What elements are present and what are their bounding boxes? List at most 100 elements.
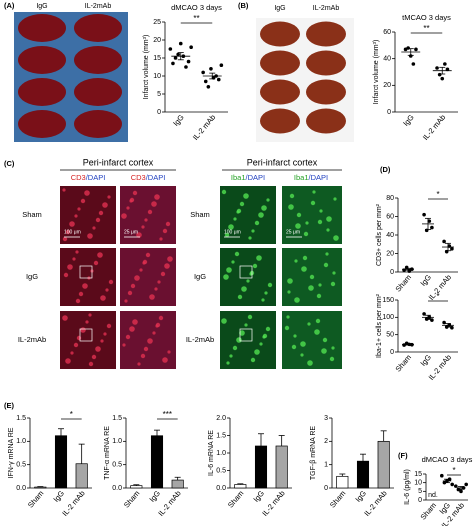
data-point xyxy=(206,85,211,89)
cell-speck xyxy=(288,204,294,210)
cell-speck xyxy=(261,205,267,211)
micrograph xyxy=(220,311,276,369)
cell-speck xyxy=(65,358,71,364)
column-header: Peri-infarct cortex xyxy=(247,157,318,167)
cell-speck xyxy=(325,252,329,256)
cell-speck xyxy=(247,314,253,320)
cell-speck xyxy=(254,220,260,226)
data-point xyxy=(422,312,426,316)
cell-speck xyxy=(88,361,94,367)
cell-speck xyxy=(308,285,314,291)
data-point xyxy=(411,62,416,66)
cell-speck xyxy=(65,229,71,235)
bar xyxy=(377,440,390,489)
x-tick-label: Sham xyxy=(122,489,141,510)
cell-speck xyxy=(221,318,227,324)
y-tick-label: 1.5 xyxy=(112,415,122,422)
y-tick-label: 0 xyxy=(324,485,328,492)
cell-speck xyxy=(126,206,130,210)
y-tick-label: 1.0 xyxy=(16,438,26,445)
cell-speck xyxy=(316,293,322,299)
cell-speck xyxy=(62,236,68,242)
y-tick-label: 15 xyxy=(153,55,161,62)
y-tick-label: 1.5 xyxy=(16,415,26,422)
cell-speck xyxy=(295,223,301,229)
y-tick-label: 10 xyxy=(153,73,161,80)
data-point xyxy=(168,47,173,51)
y-tick-label: 1.0 xyxy=(112,438,122,445)
cell-speck xyxy=(332,271,336,275)
cell-speck xyxy=(80,327,86,333)
cell-speck xyxy=(91,354,97,360)
y-axis-label: TGF-β mRNA RE xyxy=(310,426,317,481)
cell-speck xyxy=(264,291,268,295)
stain: /DAPI xyxy=(309,173,329,182)
cell-speck xyxy=(229,354,233,358)
brain-slice xyxy=(260,79,300,105)
y-tick-label: 0 xyxy=(157,109,161,116)
cell-speck xyxy=(162,228,168,234)
data-point xyxy=(406,46,410,50)
panel-label: (D) xyxy=(380,165,391,174)
cell-speck xyxy=(287,278,293,284)
y-tick-label: 20 xyxy=(153,37,161,44)
image-label: IL-2mAb xyxy=(85,3,112,10)
cell-speck xyxy=(144,218,148,222)
y-axis-label: TNF-α mRNA RE xyxy=(104,426,111,480)
cell-speck xyxy=(294,297,300,303)
cell-speck xyxy=(315,318,321,324)
marker: Iba1 xyxy=(231,173,246,182)
y-tick-label: 0 xyxy=(418,497,422,504)
brain-slice xyxy=(306,21,346,47)
cell-speck xyxy=(95,346,101,352)
y-tick-label: 60 xyxy=(386,213,394,220)
data-point xyxy=(454,484,458,488)
stain: /DAPI xyxy=(146,173,166,182)
data-point xyxy=(209,67,213,71)
y-tick-label: 15 xyxy=(414,471,422,478)
row-label: IL-2mAb xyxy=(186,335,214,344)
cell-speck xyxy=(82,283,88,289)
cell-speck xyxy=(254,349,260,355)
bar xyxy=(34,486,47,489)
cell-speck xyxy=(326,228,330,232)
x-tick-label: Sham xyxy=(419,501,438,522)
cell-speck xyxy=(67,264,73,270)
cell-speck xyxy=(262,333,268,339)
y-tick-label: 100 xyxy=(382,314,394,321)
cell-speck xyxy=(331,346,335,350)
x-tick-label: Sham xyxy=(226,489,245,510)
zoom-box xyxy=(239,265,253,279)
cell-speck xyxy=(147,209,153,215)
x-tick-label: Sham xyxy=(394,353,413,374)
y-tick-label: 5 xyxy=(418,488,422,495)
cell-speck xyxy=(296,212,302,218)
bar xyxy=(336,475,349,489)
data-point xyxy=(173,56,178,60)
micrograph xyxy=(120,186,176,244)
cell-speck xyxy=(259,342,263,346)
cell-speck xyxy=(326,216,332,222)
cell-speck xyxy=(232,345,238,351)
cell-speck xyxy=(221,189,227,195)
cell-speck xyxy=(102,202,108,208)
cell-speck xyxy=(70,351,74,355)
cell-speck xyxy=(300,341,306,347)
y-tick-label: 50 xyxy=(386,332,394,339)
scale-bar-label: 25 μm xyxy=(286,229,300,235)
brain-slice xyxy=(260,21,300,47)
cell-speck xyxy=(63,272,69,278)
data-point xyxy=(186,59,191,64)
y-tick-label: 0 xyxy=(390,269,394,276)
cell-speck xyxy=(323,262,329,268)
cell-speck xyxy=(93,260,99,266)
brain-slice xyxy=(306,108,346,134)
marker: CD3 xyxy=(131,173,146,182)
bar xyxy=(356,460,370,489)
cell-speck xyxy=(80,198,86,204)
stain: /DAPI xyxy=(86,173,106,182)
cell-speck xyxy=(236,208,242,214)
bar xyxy=(171,479,184,489)
cell-speck xyxy=(294,259,298,263)
